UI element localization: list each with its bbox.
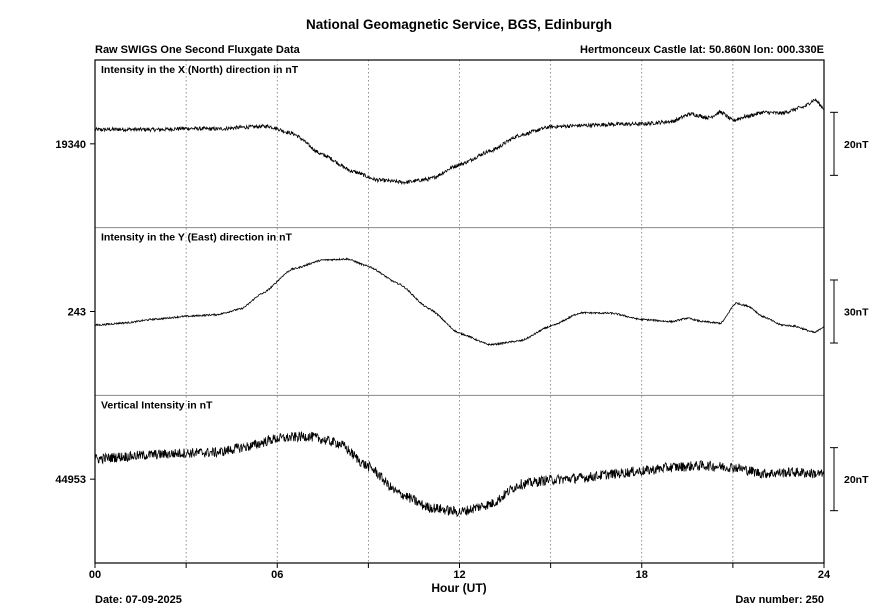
- panel-label: Vertical Intensity in nT: [101, 399, 213, 411]
- plot-frame: [94, 59, 825, 564]
- panel-label: Intensity in the X (North) direction in …: [101, 64, 299, 76]
- chart-subtitle-left: Raw SWIGS One Second Fluxgate Data: [95, 44, 301, 56]
- x-tick-label: 18: [636, 569, 648, 581]
- scale-bar-label: 20nT: [844, 139, 869, 151]
- x-tick-label: 00: [89, 569, 101, 581]
- chart-title: National Geomagnetic Service, BGS, Edinb…: [306, 17, 612, 32]
- scale-bar-label: 30nT: [844, 307, 869, 319]
- panel-label: Intensity in the Y (East) direction in n…: [101, 232, 293, 244]
- x-tick-label: 12: [453, 569, 465, 581]
- plot-area: Intensity in the X (North) direction in …: [55, 59, 869, 581]
- series-line: [94, 257, 825, 347]
- y-tick-label: 19340: [55, 139, 86, 151]
- y-tick-label: 44953: [55, 474, 86, 486]
- x-tick-label: 24: [818, 569, 831, 581]
- x-axis-title: Hour (UT): [431, 581, 486, 595]
- series-line: [94, 98, 825, 186]
- y-tick-label: 243: [68, 307, 86, 319]
- scale-bar-label: 20nT: [844, 474, 869, 486]
- x-tick-label: 06: [271, 569, 283, 581]
- footer-date: Date: 07-09-2025: [95, 594, 182, 603]
- chart-subtitle-right: Hertmonceux Castle lat: 50.860N lon: 000…: [580, 44, 824, 56]
- series-line: [94, 431, 825, 518]
- footer-day-number: Day number: 250: [735, 594, 824, 603]
